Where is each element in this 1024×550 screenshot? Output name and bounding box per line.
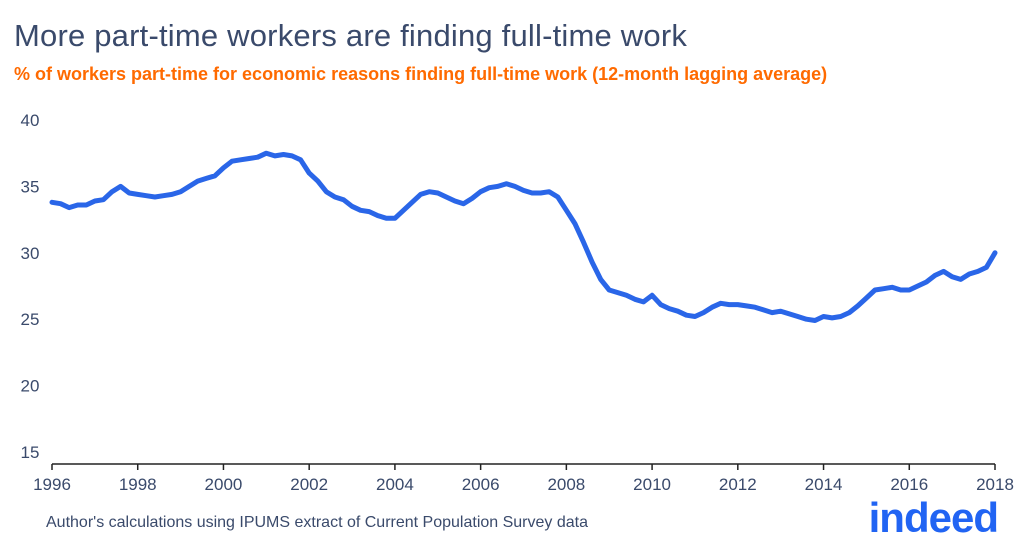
y-tick-label: 35	[21, 177, 40, 196]
x-tick-label: 2000	[205, 475, 243, 494]
x-tick-label: 2008	[547, 475, 585, 494]
x-tick-label: 2006	[462, 475, 500, 494]
y-tick-label: 30	[21, 244, 40, 263]
x-tick-label: 2014	[805, 475, 843, 494]
x-tick-label: 2018	[976, 475, 1014, 494]
x-tick-label: 2012	[719, 475, 757, 494]
y-tick-label: 15	[21, 443, 40, 462]
x-tick-label: 1996	[33, 475, 71, 494]
y-axis: 15 20 25 30 35 40	[21, 111, 40, 462]
source-note: Author's calculations using IPUMS extrac…	[46, 514, 588, 531]
x-axis: 1996 1998 2000 2002 2004 2006 2008 2010 2012 2014…	[33, 463, 1014, 494]
series-line	[49, 150, 998, 323]
x-tick-label: 1998	[119, 475, 157, 494]
chart-subtitle: % of workers part-time for economic reas…	[14, 64, 828, 84]
x-tick-label: 2002	[290, 475, 328, 494]
chart-title: More part-time workers are finding full-…	[14, 18, 688, 53]
y-tick-label: 20	[21, 377, 40, 396]
y-tick-label: 25	[21, 310, 40, 329]
x-tick-label: 2004	[376, 475, 414, 494]
y-tick-label: 40	[21, 111, 40, 130]
x-tick-label: 2016	[890, 475, 928, 494]
x-tick-label: 2010	[633, 475, 671, 494]
indeed-logo: indeed	[868, 494, 999, 541]
